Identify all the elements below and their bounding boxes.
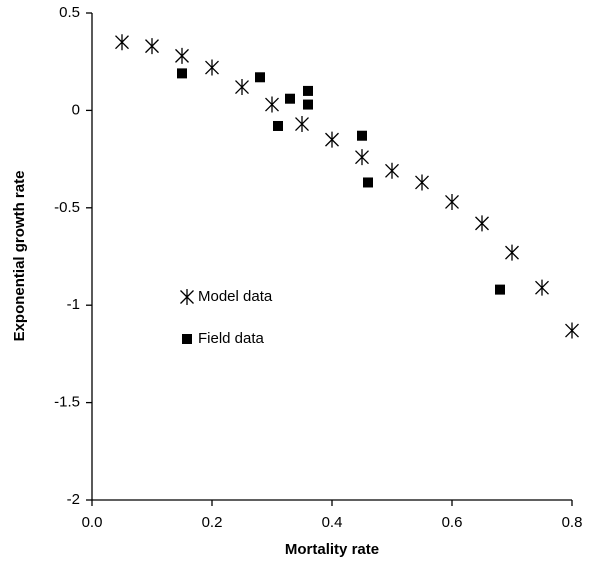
y-tick-label: -1 (67, 296, 80, 313)
x-tick-label: 0.4 (322, 514, 343, 531)
legend-label: Field data (198, 330, 265, 347)
x-tick-label: 0.6 (442, 514, 463, 531)
x-axis-title: Mortality rate (285, 541, 379, 558)
data-point (445, 193, 459, 210)
data-point (115, 34, 129, 51)
data-point (363, 177, 373, 188)
data-point (355, 149, 369, 166)
data-point (357, 130, 367, 141)
data-point (565, 322, 579, 339)
data-point (475, 215, 489, 232)
data-point (495, 284, 505, 295)
data-point (303, 85, 313, 96)
y-tick-label: 0.5 (59, 4, 80, 21)
legend-label: Model data (198, 288, 273, 305)
x-tick-label: 0.8 (562, 514, 583, 531)
data-point (235, 79, 249, 96)
data-point (505, 244, 519, 261)
data-point (273, 120, 283, 131)
data-point (145, 38, 159, 55)
data-point (177, 68, 187, 79)
x-tick-label: 0.2 (202, 514, 223, 531)
data-point (255, 72, 265, 83)
y-tick-label: -2 (67, 491, 80, 508)
data-point (285, 93, 295, 104)
data-point (325, 131, 339, 148)
data-point (265, 96, 279, 113)
x-tick-label: 0.0 (82, 514, 103, 531)
data-point (415, 174, 429, 191)
legend-marker (182, 334, 192, 344)
data-point (205, 59, 219, 76)
y-tick-label: -0.5 (54, 199, 80, 216)
y-tick-label: 0 (72, 101, 80, 118)
legend-marker (180, 289, 194, 305)
data-point (295, 116, 309, 133)
data-point (535, 279, 549, 296)
y-tick-label: -1.5 (54, 394, 80, 411)
y-axis-title: Exponential growth rate (11, 171, 28, 342)
data-point (175, 47, 189, 64)
data-point (385, 162, 399, 179)
data-point (303, 99, 313, 110)
